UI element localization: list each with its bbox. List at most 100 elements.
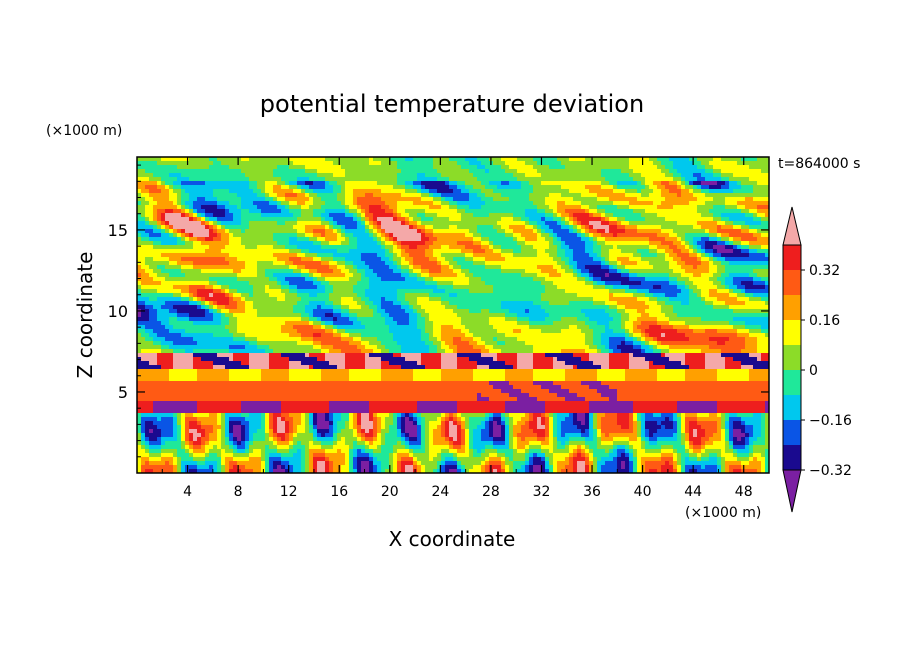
contour-cell (545, 457, 550, 462)
contour-cell (617, 257, 630, 262)
contour-cell (137, 377, 170, 382)
contour-cell (313, 441, 322, 446)
contour-cell (401, 213, 410, 218)
contour-cell (605, 301, 618, 306)
x-axis-label: X coordinate (389, 527, 516, 551)
contour-cell (649, 429, 658, 434)
contour-cell (465, 333, 474, 338)
contour-cell (701, 293, 710, 298)
contour-cell (325, 301, 334, 306)
contour-cell (585, 417, 590, 422)
contour-cell (197, 197, 206, 202)
contour-cell (713, 441, 726, 446)
contour-cell (669, 417, 674, 422)
contour-cell (493, 425, 502, 430)
contour-cell (489, 317, 506, 322)
contour-cell (229, 429, 234, 434)
contour-cell (245, 265, 258, 270)
contour-cell (313, 365, 338, 370)
contour-cell (353, 449, 358, 454)
contour-cell (353, 337, 362, 342)
contour-cell (693, 193, 706, 198)
contour-cell (549, 241, 554, 246)
contour-cell (533, 277, 546, 282)
contour-cell (749, 209, 758, 214)
contour-cell (269, 193, 278, 198)
contour-cell (601, 261, 606, 266)
contour-cell (289, 289, 298, 294)
contour-cell (717, 429, 722, 434)
contour-cell (345, 193, 354, 198)
contour-cell (145, 433, 162, 438)
contour-cell (305, 193, 310, 198)
contour-cell (273, 349, 322, 354)
contour-cell (477, 165, 486, 170)
contour-cell (449, 449, 458, 454)
contour-cell (689, 301, 706, 306)
contour-cell (401, 457, 414, 462)
contour-cell (425, 225, 434, 230)
contour-cell (221, 249, 290, 254)
contour-cell (721, 253, 750, 258)
contour-cell (161, 441, 166, 446)
contour-cell (545, 317, 562, 322)
contour-cell (717, 341, 726, 346)
contour-cell (433, 253, 442, 258)
contour-cell (373, 461, 382, 466)
contour-cell (241, 293, 250, 298)
contour-cell (145, 337, 154, 342)
contour-cell (157, 353, 174, 358)
contour-cell (709, 233, 718, 238)
contour-cell (601, 365, 610, 370)
contour-cell (757, 337, 769, 342)
contour-cell (669, 189, 682, 194)
contour-cell (405, 157, 414, 162)
contour-cell (661, 193, 678, 198)
contour-cell (137, 353, 158, 358)
contour-cell (281, 185, 290, 190)
contour-cell (305, 457, 310, 462)
contour-cell (201, 421, 218, 426)
contour-cell (225, 229, 230, 234)
contour-cell (405, 249, 426, 254)
contour-cell (637, 229, 662, 234)
contour-cell (377, 253, 386, 258)
contour-cell (765, 401, 769, 406)
contour-cell (233, 313, 258, 318)
contour-cell (289, 157, 326, 162)
contour-cell (413, 265, 422, 270)
contour-cell (697, 157, 714, 162)
contour-cell (533, 465, 542, 470)
contour-cell (561, 433, 566, 438)
contour-cell (353, 285, 370, 290)
contour-cell (317, 237, 326, 242)
contour-cell (141, 421, 146, 426)
contour-cell (233, 233, 274, 238)
contour-cell (233, 353, 250, 358)
contour-cell (213, 161, 222, 166)
contour-cell (349, 369, 382, 374)
contour-cell (417, 213, 426, 218)
contour-cell (497, 453, 506, 458)
contour-cell (433, 289, 446, 294)
contour-cell (729, 241, 734, 246)
contour-cell (221, 417, 226, 422)
contour-cell (533, 381, 554, 386)
contour-cell (165, 277, 210, 282)
contour-cell (393, 449, 398, 454)
contour-cell (473, 369, 506, 374)
contour-cell (333, 217, 354, 222)
contour-cell (221, 429, 226, 434)
contour-cell (565, 269, 574, 274)
contour-cell (333, 285, 354, 290)
contour-cell (741, 209, 750, 214)
contour-cell (757, 157, 769, 162)
contour-cell (517, 397, 538, 402)
contour-cell (433, 249, 462, 254)
contour-cell (137, 277, 154, 282)
contour-cell (481, 197, 494, 202)
contour-cell (513, 461, 526, 466)
contour-cell (297, 245, 322, 250)
contour-cell (441, 417, 446, 422)
contour-cell (305, 425, 310, 430)
